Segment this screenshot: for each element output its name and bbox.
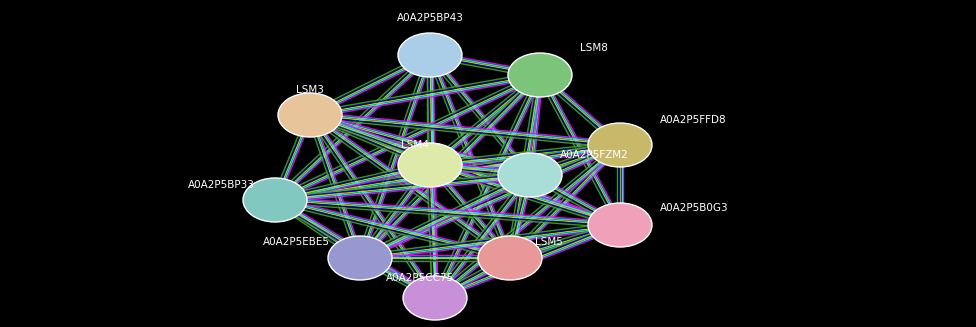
- Ellipse shape: [588, 203, 652, 247]
- Ellipse shape: [278, 93, 342, 137]
- Text: LSM5: LSM5: [535, 237, 563, 247]
- Text: A0A2P5BP43: A0A2P5BP43: [396, 13, 464, 23]
- Ellipse shape: [403, 276, 467, 320]
- Ellipse shape: [243, 178, 307, 222]
- Text: LSM4: LSM4: [401, 140, 428, 150]
- Ellipse shape: [478, 236, 542, 280]
- Text: A0A2P5CC75: A0A2P5CC75: [386, 273, 454, 283]
- Text: A0A2P5B0G3: A0A2P5B0G3: [660, 203, 729, 213]
- Ellipse shape: [498, 153, 562, 197]
- Text: A0A2P5BP33: A0A2P5BP33: [188, 180, 255, 190]
- Ellipse shape: [398, 33, 462, 77]
- Ellipse shape: [328, 236, 392, 280]
- Text: LSM8: LSM8: [580, 43, 608, 53]
- Text: LSM3: LSM3: [296, 85, 324, 95]
- Ellipse shape: [398, 143, 462, 187]
- Ellipse shape: [588, 123, 652, 167]
- Ellipse shape: [508, 53, 572, 97]
- Text: A0A2P5FFD8: A0A2P5FFD8: [660, 115, 726, 125]
- Text: A0A2P5FZM2: A0A2P5FZM2: [560, 150, 629, 160]
- Text: A0A2P5EBE5: A0A2P5EBE5: [263, 237, 330, 247]
